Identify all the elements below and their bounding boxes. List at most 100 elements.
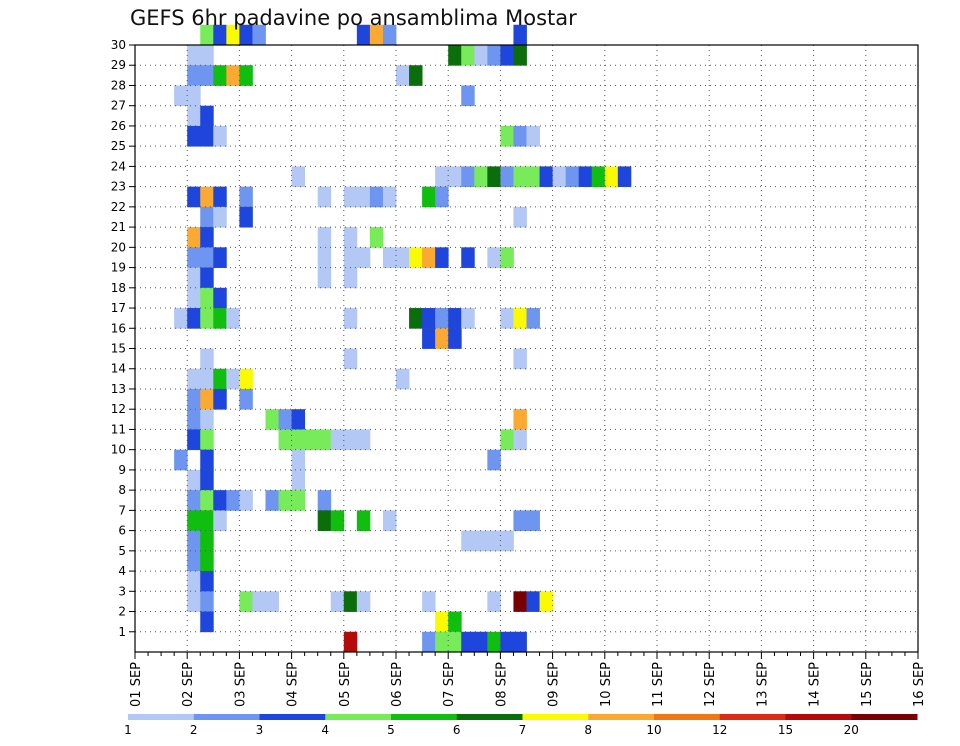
heatmap-cell	[591, 166, 606, 188]
legend-label: 15	[778, 723, 793, 737]
legend-swatch	[851, 714, 918, 720]
heatmap-cell	[213, 186, 227, 208]
heatmap-cell	[200, 429, 214, 451]
y-tick-label: 26	[111, 119, 126, 133]
y-tick-label: 3	[118, 584, 126, 598]
y-tick-label: 22	[111, 200, 126, 214]
heatmap-cell	[278, 490, 292, 511]
heatmap-cell	[382, 24, 397, 46]
y-tick-label: 21	[111, 220, 126, 234]
heatmap-cell	[200, 571, 214, 592]
heatmap-cell	[200, 247, 214, 268]
heatmap-cell	[513, 166, 527, 188]
x-tick-label: 12 SEP	[703, 662, 718, 707]
heatmap-cell	[187, 490, 201, 511]
heatmap-cell	[200, 611, 214, 633]
heatmap-cell	[265, 591, 279, 612]
heatmap-cell	[513, 510, 527, 531]
heatmap-cell	[500, 125, 514, 147]
heatmap-cell	[343, 348, 358, 370]
heatmap-cell	[239, 186, 253, 208]
heatmap-cell	[487, 247, 501, 268]
y-tick-label: 1	[118, 625, 126, 639]
heatmap-cell	[187, 510, 201, 531]
heatmap-cell	[526, 166, 540, 188]
heatmap-cell	[174, 308, 188, 329]
heatmap-cell	[343, 429, 358, 451]
heatmap-cell	[487, 631, 501, 653]
heatmap-cell	[382, 186, 397, 208]
heatmap-cell	[382, 510, 397, 531]
heatmap-cell	[487, 166, 501, 188]
x-tick-label: 01 SEP	[129, 662, 144, 707]
heatmap-cell	[448, 631, 462, 653]
heatmap-cell	[239, 65, 253, 86]
heatmap-cell	[187, 571, 201, 592]
heatmap-cell	[200, 227, 214, 248]
heatmap-cell	[213, 510, 227, 531]
heatmap-cell	[356, 186, 371, 208]
heatmap-cell	[187, 45, 201, 66]
heatmap-cell	[200, 45, 214, 66]
y-tick-label: 18	[111, 281, 126, 295]
heatmap-cell	[317, 490, 332, 511]
legend-swatch	[259, 714, 326, 720]
y-tick-label: 6	[118, 524, 126, 538]
heatmap-cell	[461, 631, 475, 653]
heatmap-cell	[317, 186, 332, 208]
heatmap-cell	[461, 247, 475, 268]
heatmap-cell	[513, 591, 527, 612]
heatmap-cell	[200, 186, 214, 208]
heatmap-cell	[448, 45, 462, 66]
y-tick-label: 23	[111, 180, 126, 194]
heatmap-cell	[200, 125, 214, 147]
heatmap-cell	[317, 510, 332, 531]
heatmap-cell	[239, 490, 253, 511]
heatmap-cell	[474, 166, 488, 188]
y-tick-label: 28	[111, 78, 126, 92]
legend-swatch	[193, 714, 260, 720]
heatmap-cell	[317, 429, 332, 451]
heatmap-cell	[187, 368, 201, 390]
heatmap-cell	[422, 631, 436, 653]
heatmap-cell	[500, 429, 514, 451]
y-tick-label: 9	[118, 463, 126, 477]
heatmap-cell	[239, 206, 253, 228]
heatmap-cell	[513, 24, 527, 46]
heatmap-cell	[213, 24, 227, 46]
heatmap-cell	[539, 166, 553, 188]
legend-label: 10	[646, 723, 661, 737]
y-tick-label: 13	[111, 382, 126, 396]
heatmap-cell	[500, 45, 514, 66]
x-tick-label: 08 SEP	[494, 662, 509, 707]
heatmap-cell	[239, 368, 253, 390]
heatmap-cell	[226, 24, 240, 46]
y-tick-label: 25	[111, 139, 126, 153]
heatmap-cell	[448, 611, 462, 633]
x-tick-label: 16 SEP	[912, 662, 927, 707]
heatmap-cell	[461, 530, 475, 552]
heatmap-cell	[461, 308, 475, 329]
heatmap-cell	[409, 65, 423, 86]
heatmap-cell	[291, 449, 306, 471]
heatmap-cell	[422, 591, 436, 612]
legend-swatch	[588, 714, 655, 720]
heatmap-cell	[552, 166, 567, 188]
y-tick-label: 10	[111, 443, 126, 457]
heatmap-cell	[526, 510, 540, 531]
heatmap-cell	[200, 368, 214, 390]
heatmap-cell	[487, 45, 501, 66]
heatmap-cell	[200, 267, 214, 289]
heatmap-cell	[187, 409, 201, 430]
legend-swatch	[719, 714, 786, 720]
heatmap-cell	[187, 591, 201, 612]
heatmap-cell	[213, 388, 227, 410]
heatmap-cell	[356, 247, 371, 268]
legend-label: 5	[387, 723, 395, 737]
heatmap-cell	[200, 105, 214, 127]
heatmap-cell	[500, 247, 514, 268]
heatmap-cell	[252, 591, 266, 612]
heatmap-cell	[500, 631, 514, 653]
legend-swatch	[522, 714, 589, 720]
heatmap-cell	[200, 388, 214, 410]
